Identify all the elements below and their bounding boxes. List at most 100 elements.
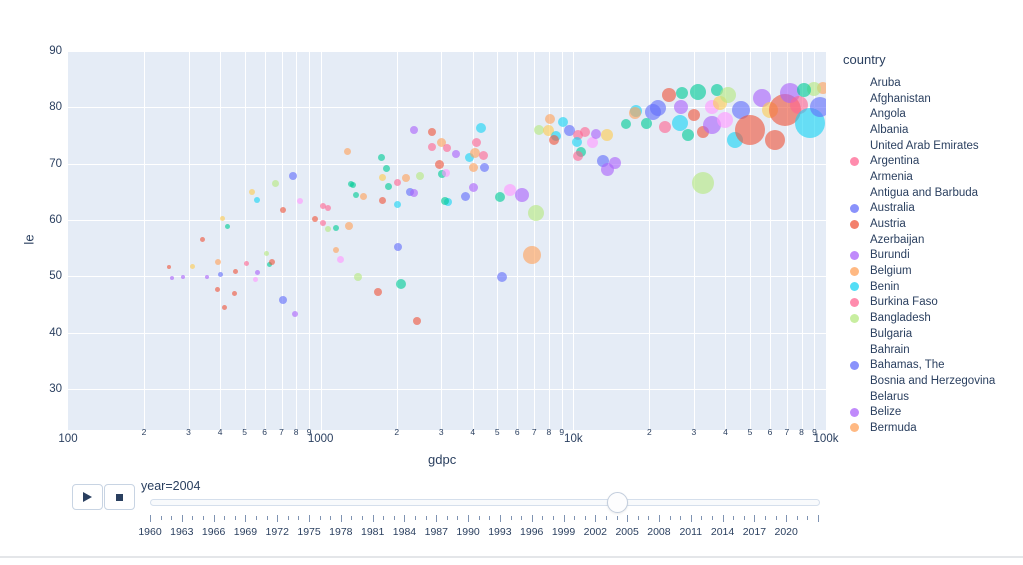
slider-handle[interactable]: [607, 492, 629, 513]
legend-item[interactable]: Bosnia and Herzegovina: [843, 373, 1023, 389]
bubble[interactable]: [377, 154, 385, 162]
legend-item[interactable]: Argentina: [843, 153, 1023, 169]
bubble[interactable]: [580, 127, 591, 138]
bubble[interactable]: [279, 206, 286, 213]
bubble[interactable]: [468, 183, 478, 193]
bubble[interactable]: [199, 236, 205, 242]
bubble[interactable]: [427, 128, 436, 137]
legend-item[interactable]: Angola: [843, 106, 1023, 122]
bubble[interactable]: [253, 276, 259, 282]
bubble[interactable]: [671, 115, 688, 132]
bubble[interactable]: [534, 125, 545, 136]
bubble[interactable]: [441, 169, 450, 178]
bubble[interactable]: [731, 101, 750, 120]
bubble[interactable]: [436, 137, 446, 147]
bubble[interactable]: [244, 261, 250, 267]
bubble[interactable]: [409, 188, 418, 197]
bubble[interactable]: [471, 138, 481, 148]
legend-item[interactable]: Antigua and Barbuda: [843, 185, 1023, 201]
bubble[interactable]: [764, 129, 785, 150]
bubble[interactable]: [360, 193, 368, 201]
bubble[interactable]: [378, 196, 386, 204]
legend-item[interactable]: Bulgaria: [843, 326, 1023, 342]
bubble[interactable]: [324, 205, 331, 212]
bubble[interactable]: [475, 123, 486, 134]
legend-item[interactable]: United Arab Emirates: [843, 138, 1023, 154]
bubble[interactable]: [716, 112, 733, 129]
bubble[interactable]: [658, 121, 671, 134]
bubble[interactable]: [249, 188, 256, 195]
bubble[interactable]: [662, 87, 677, 102]
bubble[interactable]: [221, 304, 227, 310]
bubble[interactable]: [478, 150, 488, 160]
bubble[interactable]: [573, 129, 584, 140]
bubble[interactable]: [544, 114, 555, 125]
bubble[interactable]: [350, 182, 357, 189]
bubble[interactable]: [461, 192, 471, 202]
bubble[interactable]: [687, 109, 700, 122]
bubble[interactable]: [689, 84, 706, 101]
bubble[interactable]: [288, 172, 297, 181]
bubble[interactable]: [169, 275, 174, 280]
stop-button[interactable]: [104, 484, 135, 510]
bubble[interactable]: [465, 153, 475, 163]
bubble[interactable]: [353, 272, 362, 281]
bubble[interactable]: [217, 271, 223, 277]
legend-item[interactable]: Bahamas, The: [843, 357, 1023, 373]
bubble[interactable]: [720, 86, 737, 103]
bubble[interactable]: [807, 81, 822, 96]
legend-item[interactable]: Belarus: [843, 389, 1023, 405]
bubble[interactable]: [324, 225, 331, 232]
bubble[interactable]: [608, 156, 621, 169]
bubble[interactable]: [451, 150, 460, 159]
bubble[interactable]: [353, 192, 359, 199]
bubble[interactable]: [691, 171, 714, 194]
bubble[interactable]: [215, 286, 221, 292]
bubble[interactable]: [542, 124, 554, 136]
legend-item[interactable]: Armenia: [843, 169, 1023, 185]
bubble[interactable]: [373, 288, 382, 297]
bubble[interactable]: [205, 274, 210, 279]
bubble[interactable]: [401, 173, 410, 182]
bubble[interactable]: [415, 172, 424, 181]
bubble[interactable]: [548, 134, 559, 145]
bubble[interactable]: [394, 178, 402, 186]
plot-area[interactable]: [68, 51, 826, 430]
bubble[interactable]: [469, 147, 480, 158]
legend-item[interactable]: Bahrain: [843, 342, 1023, 358]
bubble[interactable]: [268, 259, 275, 266]
legend-item[interactable]: Burundi: [843, 248, 1023, 264]
legend-item[interactable]: Belgium: [843, 263, 1023, 279]
bubble[interactable]: [564, 125, 576, 137]
bubble[interactable]: [291, 310, 298, 317]
bubble[interactable]: [514, 188, 529, 203]
bubble[interactable]: [382, 164, 390, 172]
bubble[interactable]: [344, 148, 352, 156]
bubble[interactable]: [681, 128, 694, 141]
legend-item[interactable]: Azerbaijan: [843, 232, 1023, 248]
bubble[interactable]: [503, 184, 516, 197]
legend-item[interactable]: Aruba: [843, 75, 1023, 91]
legend-item[interactable]: Benin: [843, 279, 1023, 295]
bubble[interactable]: [267, 262, 273, 268]
play-button[interactable]: [72, 484, 103, 510]
legend-item[interactable]: Bangladesh: [843, 310, 1023, 326]
bubble[interactable]: [673, 99, 688, 114]
bubble[interactable]: [573, 151, 584, 162]
bubble[interactable]: [394, 200, 402, 208]
bubble[interactable]: [809, 97, 826, 118]
bubble[interactable]: [296, 197, 303, 204]
bubble[interactable]: [641, 117, 653, 129]
bubble[interactable]: [311, 215, 318, 222]
bubble[interactable]: [405, 187, 414, 196]
bubble[interactable]: [702, 115, 721, 134]
bubble[interactable]: [336, 256, 344, 264]
bubble[interactable]: [494, 191, 505, 202]
bubble[interactable]: [219, 216, 225, 222]
bubble[interactable]: [214, 259, 221, 266]
bubble[interactable]: [379, 173, 387, 181]
legend-item[interactable]: Burkina Faso: [843, 295, 1023, 311]
bubble[interactable]: [320, 219, 327, 226]
bubble[interactable]: [264, 251, 270, 257]
bubble[interactable]: [527, 205, 544, 222]
